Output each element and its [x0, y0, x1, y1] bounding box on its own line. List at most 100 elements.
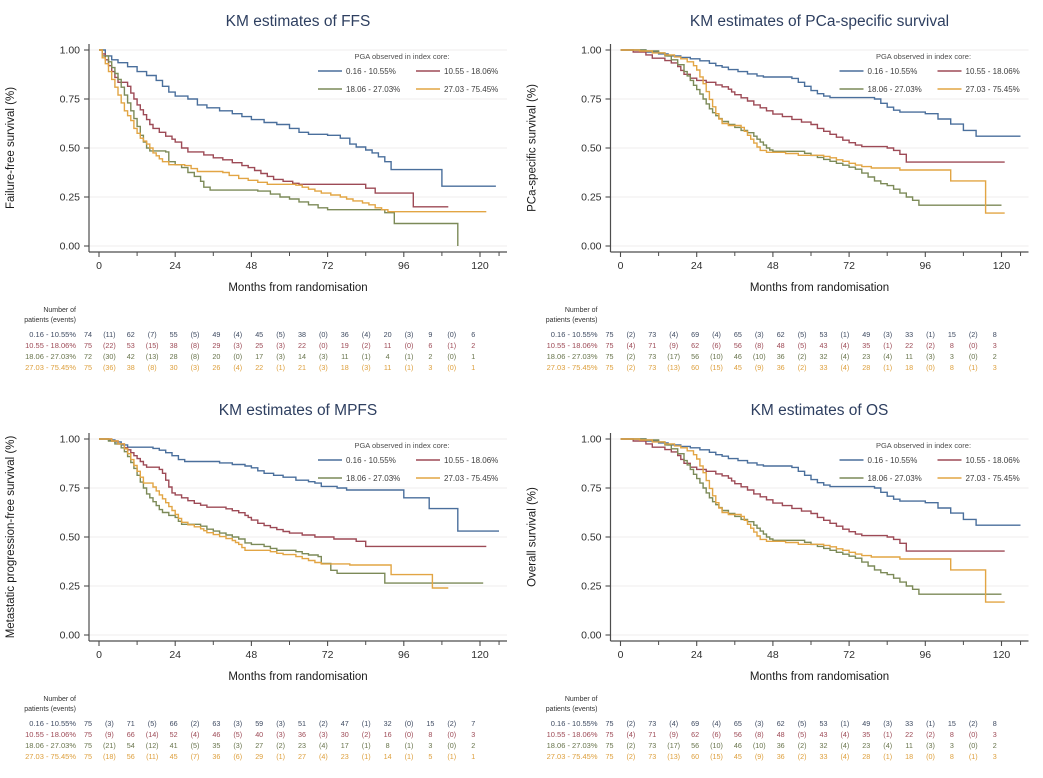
- risk-cell: 23: [298, 741, 306, 750]
- risk-cell: 15: [948, 330, 956, 339]
- risk-table-header-line2: patients (events): [546, 706, 598, 713]
- risk-cell: (8): [191, 341, 200, 350]
- legend-label-3: 18.06 - 27.03%: [868, 85, 922, 94]
- risk-row-label-2: 10.55 - 18.06%: [25, 341, 76, 350]
- risk-cell: (3): [319, 730, 328, 739]
- risk-cell: 18: [905, 363, 913, 372]
- risk-cell: 8: [950, 341, 954, 350]
- risk-cell: 56: [734, 730, 742, 739]
- risk-cell: (3): [276, 719, 285, 728]
- risk-cell: 3: [471, 730, 475, 739]
- risk-cell: (9): [669, 730, 678, 739]
- risk-cell: (10): [710, 352, 723, 361]
- legend-label-1: 0.16 - 10.55%: [868, 456, 918, 465]
- risk-row-label-3: 18.06 - 27.03%: [547, 741, 598, 750]
- risk-row-label-4: 27.03 - 75.45%: [547, 363, 598, 372]
- risk-cell: (15): [710, 363, 723, 372]
- risk-cell: (1): [883, 752, 892, 761]
- risk-cell: 62: [691, 730, 699, 739]
- risk-cell: (3): [755, 330, 764, 339]
- risk-table-header-line2: patients (events): [546, 317, 598, 324]
- risk-cell: (1): [969, 752, 978, 761]
- km-curve-group-4: [620, 438, 1005, 603]
- risk-cell: 71: [648, 730, 656, 739]
- y-axis-title: Metastatic progression-free survival (%): [5, 436, 17, 639]
- risk-cell: (8): [148, 363, 157, 372]
- x-tick-label: 24: [169, 260, 181, 272]
- risk-cell: (0): [447, 730, 456, 739]
- risk-cell: 22: [298, 341, 306, 350]
- risk-cell: 49: [862, 330, 870, 339]
- risk-cell: (2): [798, 741, 807, 750]
- chart-title: KM estimates of OS: [751, 402, 889, 419]
- risk-cell: (15): [146, 341, 159, 350]
- risk-cell: 27: [298, 752, 306, 761]
- risk-table-header-line1: Number of: [565, 696, 598, 703]
- risk-table-header-line1: Number of: [565, 307, 598, 314]
- risk-table-header-line2: patients (events): [24, 317, 76, 324]
- risk-cell: 1: [471, 752, 475, 761]
- y-tick-label: 0.75: [60, 483, 81, 495]
- risk-cell: 20: [212, 352, 220, 361]
- risk-cell: (15): [710, 752, 723, 761]
- risk-cell: (1): [447, 752, 456, 761]
- risk-cell: 2: [471, 741, 475, 750]
- risk-cell: 41: [170, 741, 178, 750]
- risk-cell: 48: [777, 341, 785, 350]
- risk-cell: 66: [127, 730, 135, 739]
- risk-cell: 75: [84, 730, 92, 739]
- risk-cell: (4): [319, 741, 328, 750]
- risk-cell: 1: [471, 363, 475, 372]
- risk-cell: 75: [84, 363, 92, 372]
- x-axis-title: Months from randomisation: [228, 282, 367, 294]
- risk-cell: (3): [319, 363, 328, 372]
- x-tick-label: 96: [919, 649, 931, 661]
- risk-cell: 75: [606, 330, 614, 339]
- risk-cell: 35: [862, 730, 870, 739]
- y-tick-label: 0.25: [581, 581, 602, 593]
- risk-cell: (2): [627, 363, 636, 372]
- risk-cell: (4): [841, 341, 850, 350]
- risk-cell: 73: [648, 752, 656, 761]
- legend-label-3: 18.06 - 27.03%: [346, 85, 400, 94]
- risk-cell: 2: [428, 352, 432, 361]
- risk-cell: 22: [255, 363, 263, 372]
- legend-title: PGA observed in index core:: [876, 441, 971, 450]
- km-curve-group-1: [620, 49, 1021, 137]
- y-tick-label: 0.00: [60, 241, 81, 253]
- risk-cell: (9): [669, 341, 678, 350]
- x-tick-label: 0: [96, 649, 102, 661]
- risk-cell: (4): [627, 341, 636, 350]
- x-axis-title: Months from randomisation: [228, 671, 367, 683]
- legend-label-2: 10.55 - 18.06%: [444, 456, 498, 465]
- chart-title: KM estimates of MPFS: [219, 402, 377, 419]
- risk-cell: 51: [298, 719, 306, 728]
- risk-cell: 29: [212, 341, 220, 350]
- x-tick-label: 48: [767, 260, 779, 272]
- risk-cell: (4): [712, 719, 721, 728]
- risk-cell: 38: [127, 363, 135, 372]
- y-tick-label: 0.00: [581, 630, 602, 642]
- risk-row-label-4: 27.03 - 75.45%: [25, 363, 76, 372]
- risk-cell: (1): [405, 752, 414, 761]
- risk-cell: 18: [341, 363, 349, 372]
- risk-row-label-1: 0.16 - 10.55%: [551, 719, 598, 728]
- risk-cell: (10): [753, 741, 766, 750]
- risk-cell: 33: [905, 330, 913, 339]
- risk-cell: (1): [883, 341, 892, 350]
- risk-cell: 23: [862, 741, 870, 750]
- risk-cell: 29: [255, 752, 263, 761]
- risk-cell: (11): [103, 330, 115, 339]
- risk-cell: (6): [712, 730, 721, 739]
- risk-cell: (8): [191, 352, 200, 361]
- risk-cell: 75: [606, 341, 614, 350]
- risk-cell: (2): [627, 352, 636, 361]
- risk-cell: (0): [447, 330, 456, 339]
- risk-cell: 45: [734, 752, 742, 761]
- risk-cell: 3: [993, 730, 997, 739]
- risk-cell: 11: [905, 741, 912, 750]
- risk-cell: 8: [950, 730, 954, 739]
- risk-cell: 16: [384, 730, 392, 739]
- risk-cell: (17): [667, 741, 680, 750]
